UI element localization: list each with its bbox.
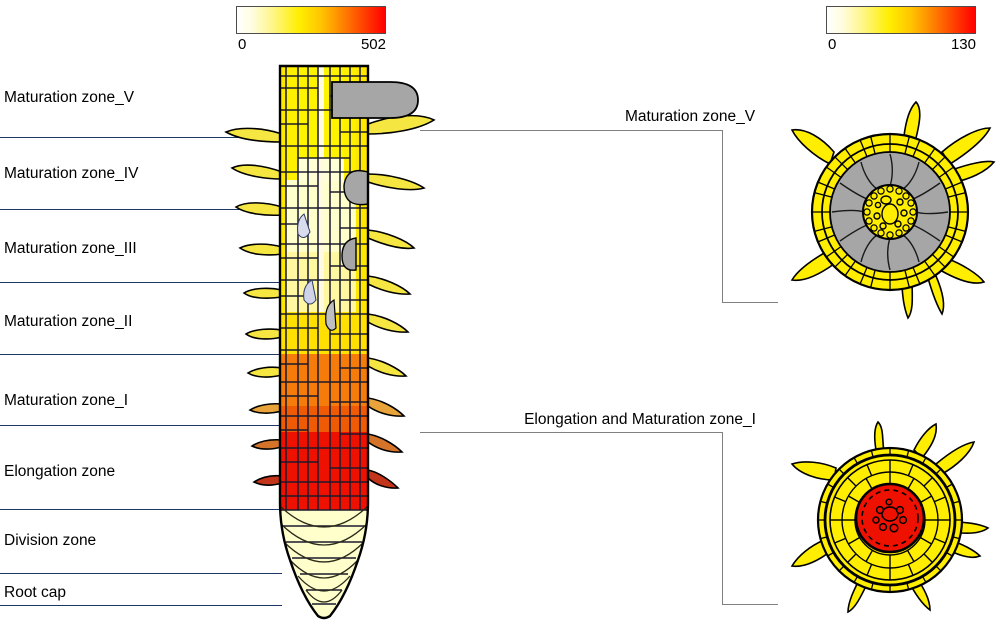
colorbar-gradient-transverse — [826, 6, 976, 34]
zone-divider-4 — [0, 354, 282, 355]
zone-label-division: Division zone — [4, 532, 97, 549]
root-hair-s2 — [927, 275, 945, 316]
cross-section-maturation-v — [790, 100, 996, 320]
root-zone-color-bands — [280, 66, 368, 618]
root-hair-ne — [940, 127, 992, 166]
colorbar-max-label: 130 — [950, 36, 976, 53]
epidermis-cell-walls-bottom — [818, 448, 962, 592]
bracket-top-line — [420, 432, 723, 433]
root-hair-left-5 — [242, 287, 283, 299]
band-elongation — [280, 432, 368, 510]
section-callout-label-maturation-v: Maturation zone_V — [624, 108, 756, 125]
cross-section-elongation-maturation-i — [790, 420, 990, 614]
root-hairs-longitudinal — [224, 114, 436, 489]
root-hair-right-4 — [367, 275, 412, 295]
bracket-top-line — [420, 130, 723, 131]
colorbar-min-label: 0 — [238, 36, 247, 53]
band-maturation-i-lower — [280, 406, 368, 432]
cortex-cell-walls-top — [812, 134, 968, 290]
lateral-root-primordium-mid — [343, 169, 368, 206]
zone-divider-3 — [0, 282, 282, 283]
zone-divider-2 — [0, 209, 282, 210]
root-hair-nw — [790, 128, 835, 166]
root-hair-right-7 — [367, 397, 406, 417]
cross-section-colorbar: 0 130 — [826, 6, 976, 56]
lateral-root-primordium-small — [341, 237, 357, 271]
colorbar-max-label: 502 — [360, 36, 386, 53]
root-hair-sw — [790, 250, 836, 282]
zone-divider-7 — [0, 573, 282, 574]
root-hair-left-10 — [252, 474, 283, 486]
colorbar-ticks-transverse: 0 130 — [826, 36, 976, 56]
colorbar-min-label: 0 — [828, 36, 837, 53]
emerged-lateral-root — [331, 81, 419, 119]
bracket-vertical-line — [722, 130, 723, 303]
xylem-vessels-top — [873, 195, 908, 230]
root-hair-se — [938, 256, 986, 284]
root-hair-ne — [913, 422, 938, 460]
zone-label-maturation-ii: Maturation zone_II — [4, 313, 133, 330]
zone-divider-1 — [0, 137, 282, 138]
section-callout-label-elongation-maturation-i: Elongation and Maturation zone_I — [524, 411, 756, 428]
zone-label-maturation-iii: Maturation zone_III — [4, 240, 137, 257]
root-hair-right-6 — [367, 357, 408, 377]
xylem-vessels-bottom — [872, 498, 908, 533]
lateral-root-primordium-tiny — [325, 298, 337, 331]
bracket-bottom-line — [722, 302, 778, 303]
callout-bracket-maturation-v — [420, 130, 780, 308]
colorbar-gradient-longitudinal — [236, 6, 386, 34]
bracket-vertical-line — [722, 432, 723, 605]
colorbar-ticks-longitudinal: 0 502 — [236, 36, 386, 56]
root-hair-left-3 — [234, 202, 283, 217]
root-hair-n — [903, 100, 921, 139]
root-hair-left-6 — [244, 328, 283, 340]
root-hair-ne2 — [934, 440, 976, 476]
band-maturation-i — [280, 354, 368, 406]
zone-divider-6 — [0, 509, 282, 510]
root-hair-right-5 — [367, 313, 410, 333]
file-cortex-left-upper — [280, 66, 286, 312]
cell-inclusion-2 — [297, 213, 311, 238]
root-hair-left-8 — [248, 402, 283, 414]
cortex-cells-bottom — [830, 460, 950, 580]
root-hair-right-9 — [367, 469, 400, 489]
zone-label-elongation: Elongation zone — [4, 463, 116, 480]
root-hair-left-1 — [224, 127, 283, 143]
root-hair-left-9 — [250, 438, 283, 450]
pericycle-cells-top — [863, 185, 917, 239]
zone-divider-8 — [0, 605, 282, 606]
callout-bracket-elongation-maturation-i — [420, 432, 780, 612]
file-left-2-upper — [286, 66, 298, 180]
zone-label-root-cap: Root cap — [4, 584, 67, 601]
root-cap-arcs — [280, 505, 368, 603]
root-hair-right-2 — [367, 173, 426, 191]
root-hair-left-7 — [246, 366, 283, 378]
cell-inclusion-1 — [303, 279, 317, 305]
band-division-rootcap — [280, 510, 368, 618]
root-hair-right-8 — [367, 433, 404, 453]
root-hair-n — [873, 420, 885, 454]
cell-cross-walls — [280, 75, 368, 605]
file-stele-center — [318, 66, 324, 312]
longitudinal-section-colorbar: 0 502 — [236, 6, 386, 56]
zone-label-maturation-v: Maturation zone_V — [4, 89, 135, 106]
root-longitudinal-section — [224, 64, 436, 620]
bracket-bottom-line — [722, 604, 778, 605]
root-hair-left-4 — [238, 243, 283, 256]
root-hair-w — [790, 461, 837, 481]
root-hair-left-2 — [230, 164, 283, 180]
zone-divider-5 — [0, 425, 282, 426]
zone-label-maturation-i: Maturation zone_I — [4, 392, 129, 409]
root-body-border — [278, 64, 370, 620]
root-hair-right-3 — [367, 229, 416, 250]
zone-label-maturation-iv: Maturation zone_IV — [4, 165, 139, 182]
